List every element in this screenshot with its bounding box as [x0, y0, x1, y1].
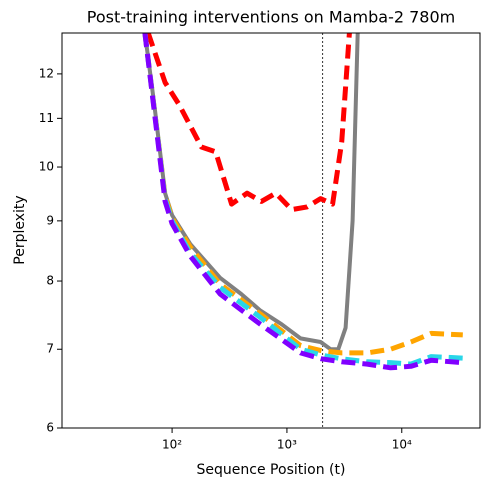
y-axis-label: Perplexity: [12, 195, 28, 264]
y-tick-label: 6: [46, 421, 54, 435]
plot-area: [142, 33, 463, 428]
plot-frame: [61, 32, 481, 429]
x-tick-label: 10⁴: [392, 438, 412, 452]
series-line: [142, 33, 463, 367]
y-tick-label: 11: [39, 111, 54, 125]
x-tick-label: 10³: [277, 438, 297, 452]
chart-title: Post-training interventions on Mamba-2 7…: [87, 8, 455, 27]
series-line: [142, 33, 360, 352]
y-tick-label: 8: [46, 274, 54, 288]
series-line: [142, 33, 463, 356]
y-tick-label: 10: [39, 160, 54, 174]
y-tick-label: 12: [39, 66, 54, 80]
y-tick-label: 7: [46, 342, 54, 356]
x-axis-label: Sequence Position (t): [197, 462, 346, 478]
y-tick-label: 9: [46, 213, 54, 227]
series-line: [145, 33, 352, 213]
x-tick-label: 10²: [162, 438, 182, 452]
series-line: [142, 33, 463, 371]
